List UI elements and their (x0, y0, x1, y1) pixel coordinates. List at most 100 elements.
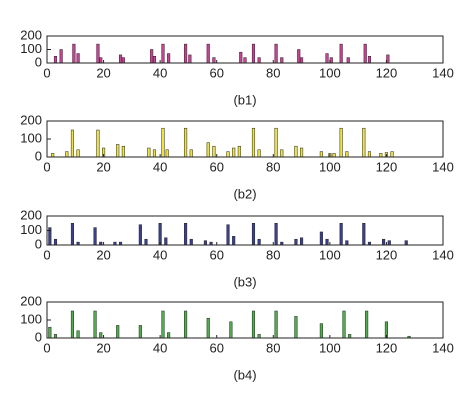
bar (367, 151, 372, 158)
bar (65, 151, 69, 158)
bar (329, 57, 333, 64)
bar (116, 325, 120, 339)
x-tick-label: 20 (96, 159, 110, 174)
x-tick-label: 80 (266, 340, 280, 355)
bar (251, 310, 256, 339)
bar (280, 57, 284, 64)
bar (93, 310, 97, 339)
x-tick-label: 20 (96, 340, 110, 355)
bar (363, 43, 367, 64)
bar (367, 56, 372, 64)
bar (212, 57, 216, 64)
bar (274, 127, 278, 158)
bar (237, 145, 241, 158)
bar (365, 310, 369, 339)
bar (274, 43, 278, 64)
bar (274, 223, 278, 246)
bar (70, 223, 75, 246)
bar (189, 238, 193, 246)
bar (150, 49, 154, 64)
bar (164, 237, 168, 246)
x-tick-label: 20 (96, 247, 110, 262)
x-tick-label: 140 (432, 159, 454, 174)
x-tick-label: 60 (209, 65, 223, 80)
x-tick-label: 120 (376, 65, 398, 80)
bar (99, 57, 103, 64)
bar (161, 127, 165, 158)
axes-box (46, 120, 444, 158)
bar (300, 57, 304, 64)
bar (294, 238, 298, 246)
subplot-title: (b1) (233, 92, 256, 107)
bar (294, 145, 298, 158)
bar (212, 145, 216, 158)
bar (319, 151, 323, 158)
bar (206, 142, 210, 158)
bar (300, 147, 304, 158)
y-tick-label: 0 (35, 148, 42, 163)
bar (319, 231, 323, 246)
bar (144, 238, 148, 246)
y-tick-label: 200 (20, 293, 42, 308)
bar (99, 332, 103, 339)
bar (96, 129, 100, 158)
bar (362, 127, 366, 158)
x-tick-label: 120 (376, 340, 398, 355)
x-tick-label: 40 (153, 340, 167, 355)
bar (76, 149, 80, 158)
x-tick-label: 140 (432, 340, 454, 355)
y-tick-label: 0 (35, 236, 42, 251)
bar (251, 223, 256, 246)
bar (138, 325, 142, 339)
bar (404, 240, 408, 246)
y-tick-label: 200 (20, 112, 42, 127)
y-tick-label: 100 (20, 311, 42, 326)
bar (348, 334, 352, 339)
x-tick-label: 0 (43, 65, 50, 80)
bar (152, 149, 157, 158)
bar (152, 56, 157, 64)
bar (72, 43, 76, 64)
bar (188, 54, 192, 64)
bar (184, 223, 188, 246)
x-tick-label: 120 (376, 159, 398, 174)
bar (116, 144, 120, 158)
bar (346, 57, 350, 64)
bar (294, 316, 298, 339)
bar (319, 323, 323, 339)
bar (203, 240, 207, 246)
bar (243, 57, 247, 64)
bar (184, 43, 188, 64)
bar (53, 238, 58, 246)
x-tick-label: 80 (266, 247, 280, 262)
x-tick-label: 140 (432, 65, 454, 80)
bar (167, 53, 171, 64)
bar (184, 127, 188, 158)
bar (121, 57, 125, 64)
bar (342, 310, 346, 339)
x-tick-label: 80 (266, 159, 280, 174)
y-tick-label: 100 (20, 41, 42, 56)
x-tick-label: 60 (209, 340, 223, 355)
bar (167, 332, 171, 339)
bar (362, 223, 366, 246)
bar (257, 334, 261, 339)
bar (206, 317, 210, 339)
bar (206, 43, 210, 64)
bar (161, 43, 165, 64)
bar (332, 153, 336, 158)
bar (226, 151, 230, 158)
bar (339, 43, 343, 64)
bar (53, 56, 58, 64)
x-tick-label: 100 (319, 340, 341, 355)
x-tick-label: 140 (432, 247, 454, 262)
bar (48, 326, 52, 339)
bar (158, 223, 162, 246)
y-tick-label: 100 (20, 222, 42, 237)
x-tick-label: 40 (153, 159, 167, 174)
bar (339, 127, 343, 158)
bar (121, 145, 125, 158)
bar (53, 334, 58, 339)
bar (165, 149, 169, 158)
